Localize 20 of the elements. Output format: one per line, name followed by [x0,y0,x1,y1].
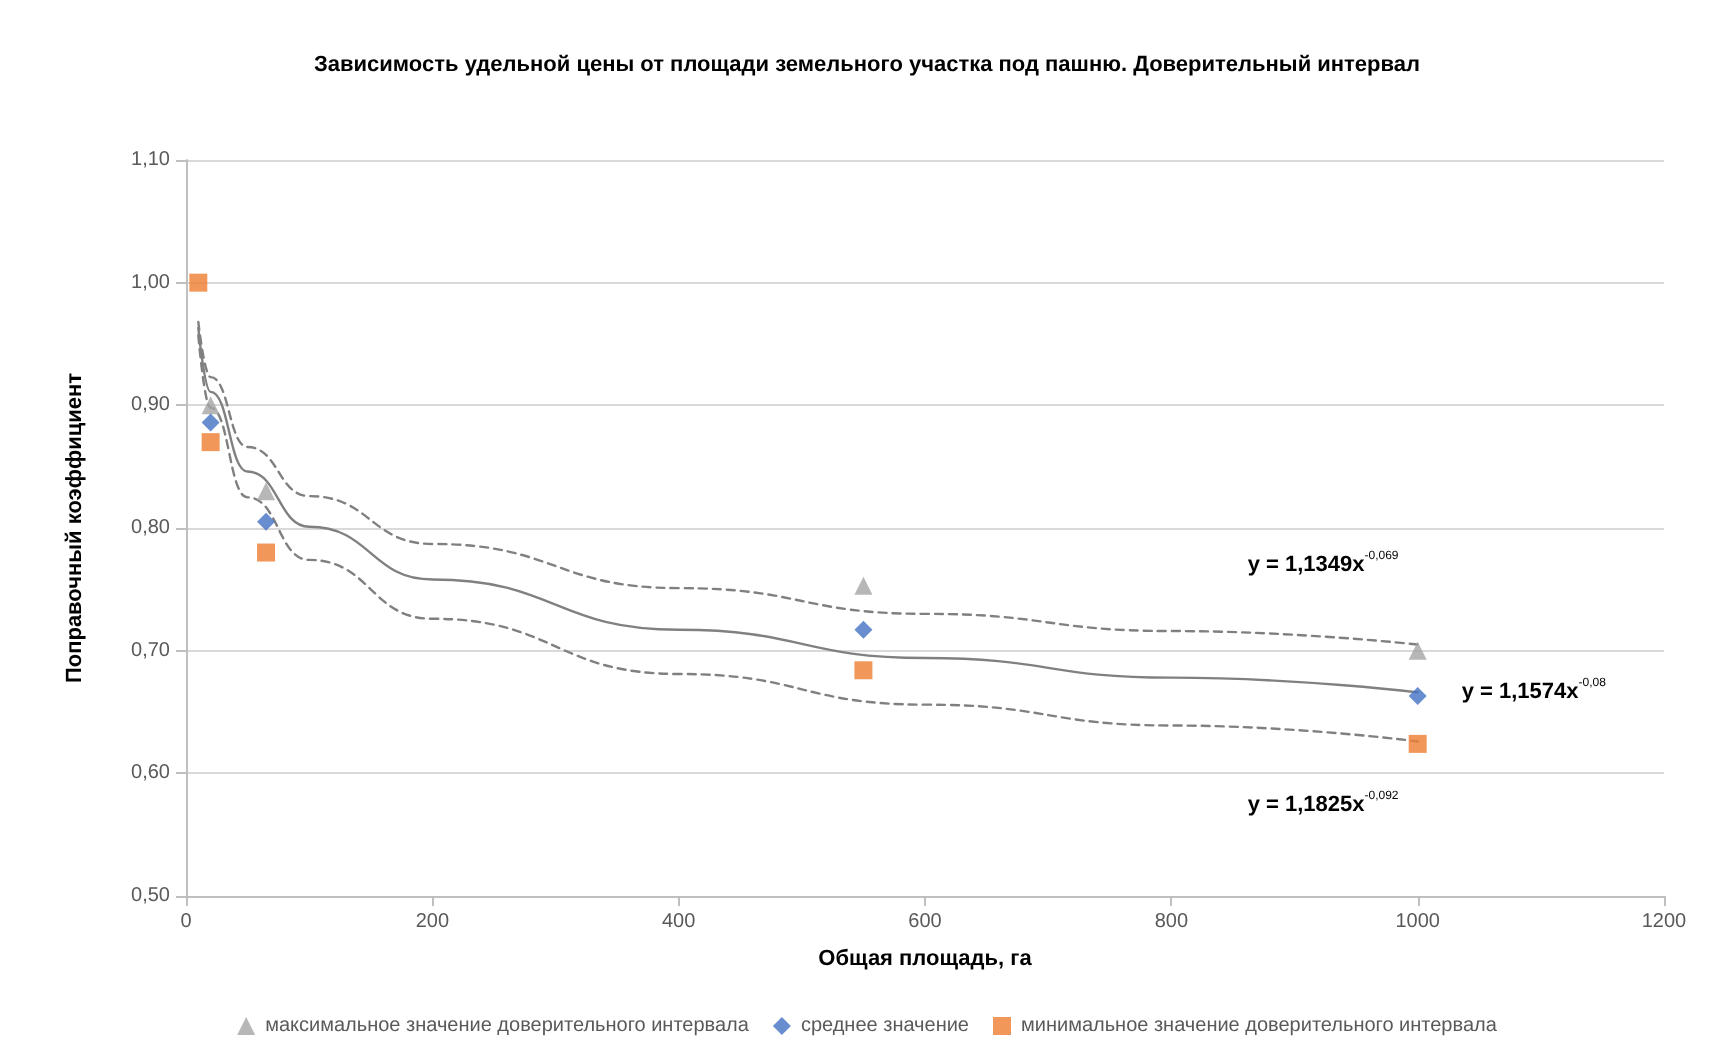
legend-label: максимальное значение доверительного интервала [265,1015,750,1037]
x-tick-label: 1000 [1395,911,1441,933]
chart-title: Зависимость удельной цены от площади земельного участка под пашню. Доверительный интервал [314,53,1420,77]
x-tick-label: 1200 [1641,911,1688,933]
legend-label: минимальное значение доверительного интервала [1020,1015,1498,1037]
y-tick-label: 0,90 [131,394,171,417]
x-tick-label: 400 [661,911,697,933]
x-tick-label: 800 [1154,911,1189,933]
legend-label: среднее значение [800,1015,970,1037]
y-tick-label: 0,50 [131,885,171,907]
y-tick-label: 1,00 [131,271,171,294]
y-tick-label: 0,70 [131,639,171,662]
y-tick-label: 0,80 [131,517,171,539]
x-tick-label: 600 [908,911,943,933]
y-tick-label: 0,60 [131,762,171,785]
y-axis-title: Поправочный коэффициент [63,371,87,684]
x-tick-label: 0 [180,911,193,933]
y-tick-label: 1,10 [131,149,171,171]
x-axis-title: Общая площадь, га [818,947,1034,971]
x-tick-label: 200 [415,911,450,933]
